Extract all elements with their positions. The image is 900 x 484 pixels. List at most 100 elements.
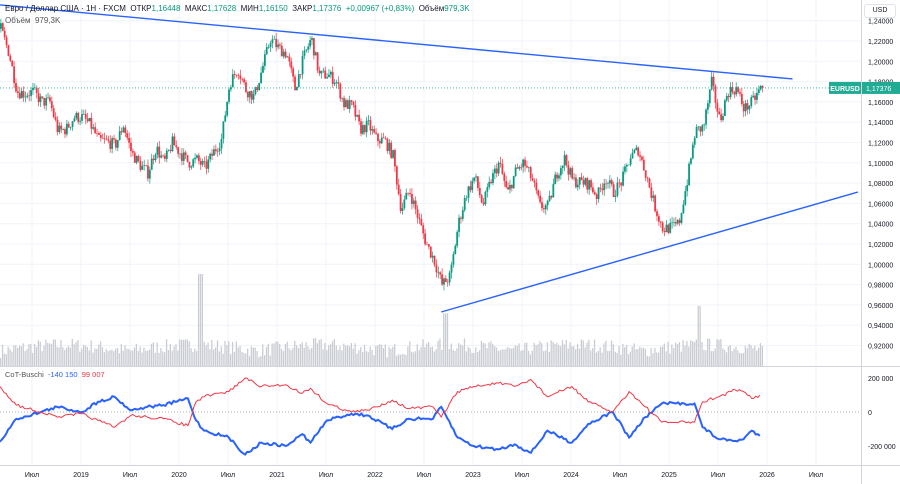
candle-body — [220, 138, 223, 149]
volume-bar — [754, 345, 756, 366]
volume-bar — [599, 347, 601, 366]
candle-body — [422, 225, 425, 234]
volume-bar — [746, 348, 748, 366]
candle-body — [47, 97, 49, 99]
volume-bar — [456, 348, 458, 366]
volume-bar — [288, 348, 290, 366]
candle-body — [723, 100, 726, 116]
volume-bar — [725, 352, 728, 366]
volume-bar — [43, 345, 45, 366]
time-tick-label: 2021 — [269, 472, 285, 479]
volume-bar — [167, 349, 170, 366]
volume-bar — [301, 342, 303, 366]
volume-bar — [720, 338, 722, 366]
candle-body — [339, 83, 342, 99]
candle-body — [563, 155, 566, 166]
candle-body — [429, 246, 432, 258]
candle-body — [684, 191, 687, 205]
candle-body — [663, 231, 666, 233]
volume-bar — [475, 347, 477, 366]
volume-bar — [603, 343, 605, 366]
cot-tick-label: -200 000 — [868, 444, 896, 451]
candle-body — [335, 82, 338, 83]
candle-body — [650, 187, 653, 198]
cot-legend[interactable]: CoT-Buschi -140 150 99 007 — [5, 370, 105, 379]
candle-body — [443, 278, 445, 285]
volume-bar — [111, 349, 113, 366]
volume-bar — [360, 346, 362, 366]
volume-bar — [601, 352, 603, 366]
volume-bar — [126, 348, 128, 366]
candle-body — [18, 93, 21, 99]
volume-bar — [499, 350, 501, 366]
volume-bar — [622, 343, 624, 366]
volume-bar — [750, 345, 752, 366]
volume-bar — [246, 348, 249, 366]
candle-body — [516, 167, 519, 169]
candle-body — [703, 124, 706, 126]
candle-body — [333, 82, 336, 84]
open-value: 1,16448 — [151, 4, 181, 13]
volume-bar — [405, 354, 407, 366]
candle-body — [571, 168, 574, 179]
candle-body — [441, 274, 443, 285]
candle-body — [478, 187, 481, 196]
candle-body — [612, 184, 615, 197]
volume-legend[interactable]: Объём 979,3K — [5, 16, 60, 25]
volume-bar — [367, 352, 369, 366]
volume-bar — [482, 343, 484, 366]
candle-body — [625, 164, 628, 167]
close-label: ЗАКР — [292, 4, 313, 13]
candle-body — [744, 103, 747, 112]
volume-bar — [486, 348, 488, 366]
candle-body — [465, 197, 468, 199]
time-tick-label: Июл — [319, 472, 333, 479]
candle-body — [290, 61, 293, 69]
volume-bar — [761, 345, 763, 366]
volume-bar — [722, 348, 724, 366]
candle-body — [277, 44, 279, 48]
candle-body — [346, 100, 349, 109]
volume-bar — [201, 274, 204, 366]
volume-bar — [290, 350, 292, 366]
volume-bar — [154, 352, 156, 366]
volume-bar — [695, 339, 698, 366]
candle-body — [216, 151, 219, 152]
volume-bar — [567, 348, 569, 366]
price-tick-label: 1,12000 — [868, 141, 893, 148]
candle-body — [45, 98, 48, 106]
symbol-tag-label: EURUSD — [830, 86, 860, 93]
volume-bar — [507, 346, 509, 366]
candle-body — [756, 93, 758, 100]
price-tag — [862, 81, 900, 94]
candle-body — [152, 158, 155, 161]
candle-body — [324, 70, 327, 79]
candle-body — [759, 86, 762, 90]
candle-body — [533, 180, 536, 183]
candle-body — [79, 120, 81, 122]
candle-body — [567, 165, 570, 175]
candle-body — [665, 224, 668, 233]
candle-body — [380, 137, 383, 144]
time-tick-label: 2019 — [73, 472, 89, 479]
candle-body — [343, 98, 345, 108]
candle-body — [669, 222, 672, 233]
candle-body — [520, 167, 523, 168]
candle-body — [697, 126, 700, 128]
volume-bar — [139, 346, 141, 366]
candle-body — [192, 159, 195, 167]
volume-bar — [524, 343, 526, 366]
volume-bar — [392, 346, 394, 366]
symbol-title[interactable]: Евро / Доллар США · 1Н · FXCM — [5, 4, 126, 13]
currency-button[interactable]: USD — [864, 4, 896, 18]
volume-bar — [509, 348, 511, 366]
volume-bar — [58, 347, 60, 366]
candle-body — [246, 92, 249, 98]
candle-body — [725, 95, 728, 101]
candle-body — [213, 149, 215, 156]
volume-bar — [292, 347, 294, 366]
volume-bar — [237, 347, 239, 366]
volume-bar — [363, 344, 366, 366]
candle-body — [592, 187, 594, 193]
